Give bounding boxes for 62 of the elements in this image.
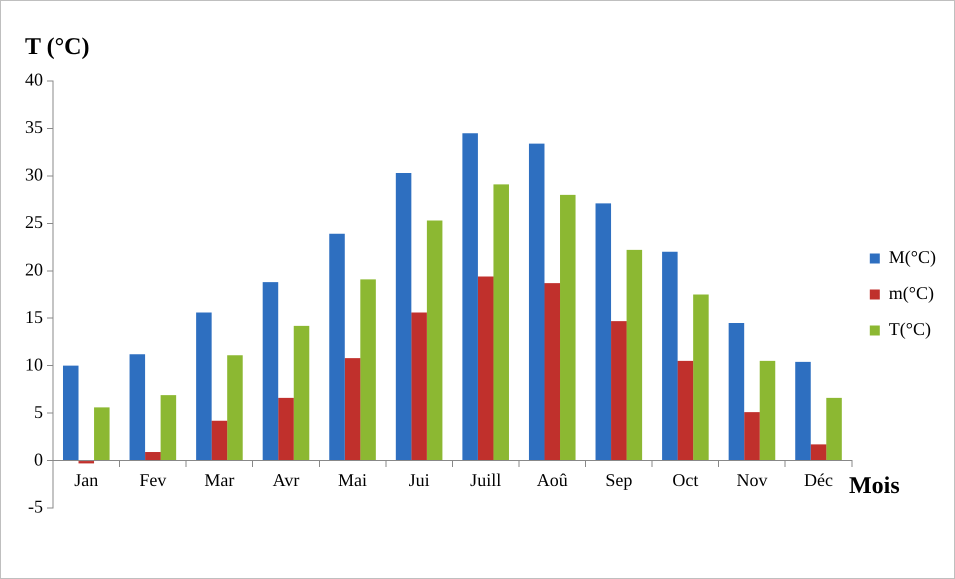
bar xyxy=(329,234,345,460)
bar xyxy=(728,322,744,460)
bar xyxy=(544,283,560,460)
y-tick-label: 10 xyxy=(25,354,43,374)
bar xyxy=(278,398,294,460)
bar xyxy=(560,194,576,460)
x-tick-label: Jui xyxy=(408,470,430,490)
x-tick-label: Mai xyxy=(338,470,368,490)
bar xyxy=(196,312,212,460)
bar xyxy=(693,294,709,460)
x-tick-label: Sep xyxy=(605,470,632,490)
y-tick-label: 5 xyxy=(34,402,43,422)
bar xyxy=(227,355,243,460)
bar xyxy=(360,279,376,460)
legend-label: T(°C) xyxy=(888,319,931,340)
y-tick-label: 20 xyxy=(25,260,43,280)
x-tick-label: Juill xyxy=(470,470,502,490)
bar xyxy=(810,444,826,460)
bar xyxy=(426,220,442,460)
bar xyxy=(145,452,161,460)
x-tick-label: Fev xyxy=(139,470,166,490)
y-tick-label: 15 xyxy=(25,306,43,327)
bar xyxy=(528,144,544,460)
x-tick-label: Aoû xyxy=(536,470,568,490)
bar xyxy=(94,407,110,460)
x-tick-label: Avr xyxy=(272,470,300,490)
legend-label: m(°C) xyxy=(888,283,934,304)
bar xyxy=(662,252,678,460)
legend-label: M(°C) xyxy=(888,247,936,268)
bar xyxy=(160,395,176,460)
bar xyxy=(795,362,811,460)
y-tick-label: 30 xyxy=(25,164,43,185)
bar xyxy=(411,312,427,460)
x-axis-title: Mois xyxy=(849,473,900,500)
bar xyxy=(626,250,642,460)
bar xyxy=(294,326,310,460)
bar xyxy=(493,184,509,460)
bar xyxy=(262,282,278,460)
y-tick-label: 40 xyxy=(25,70,43,90)
bar xyxy=(744,412,760,460)
y-tick-label: 25 xyxy=(25,212,43,232)
bar xyxy=(478,276,494,460)
bar xyxy=(611,321,627,460)
x-tick-label: Oct xyxy=(672,470,698,490)
y-tick-label: 0 xyxy=(34,449,43,470)
y-axis-title: T (°C) xyxy=(25,34,90,61)
bar xyxy=(462,133,478,460)
x-tick-label: Déc xyxy=(804,470,834,490)
y-tick-label: -5 xyxy=(28,496,43,517)
bar xyxy=(212,420,228,460)
x-tick-label: Nov xyxy=(736,470,768,490)
bar xyxy=(760,360,776,460)
bar xyxy=(826,398,842,460)
x-tick-label: Jan xyxy=(74,470,98,490)
bar xyxy=(62,366,79,460)
bar xyxy=(344,358,360,460)
y-tick-label: 35 xyxy=(25,117,43,138)
x-tick-label: Mar xyxy=(204,470,234,490)
bar xyxy=(396,173,412,460)
bar xyxy=(130,354,146,460)
bar xyxy=(678,360,694,460)
bar xyxy=(596,203,612,460)
